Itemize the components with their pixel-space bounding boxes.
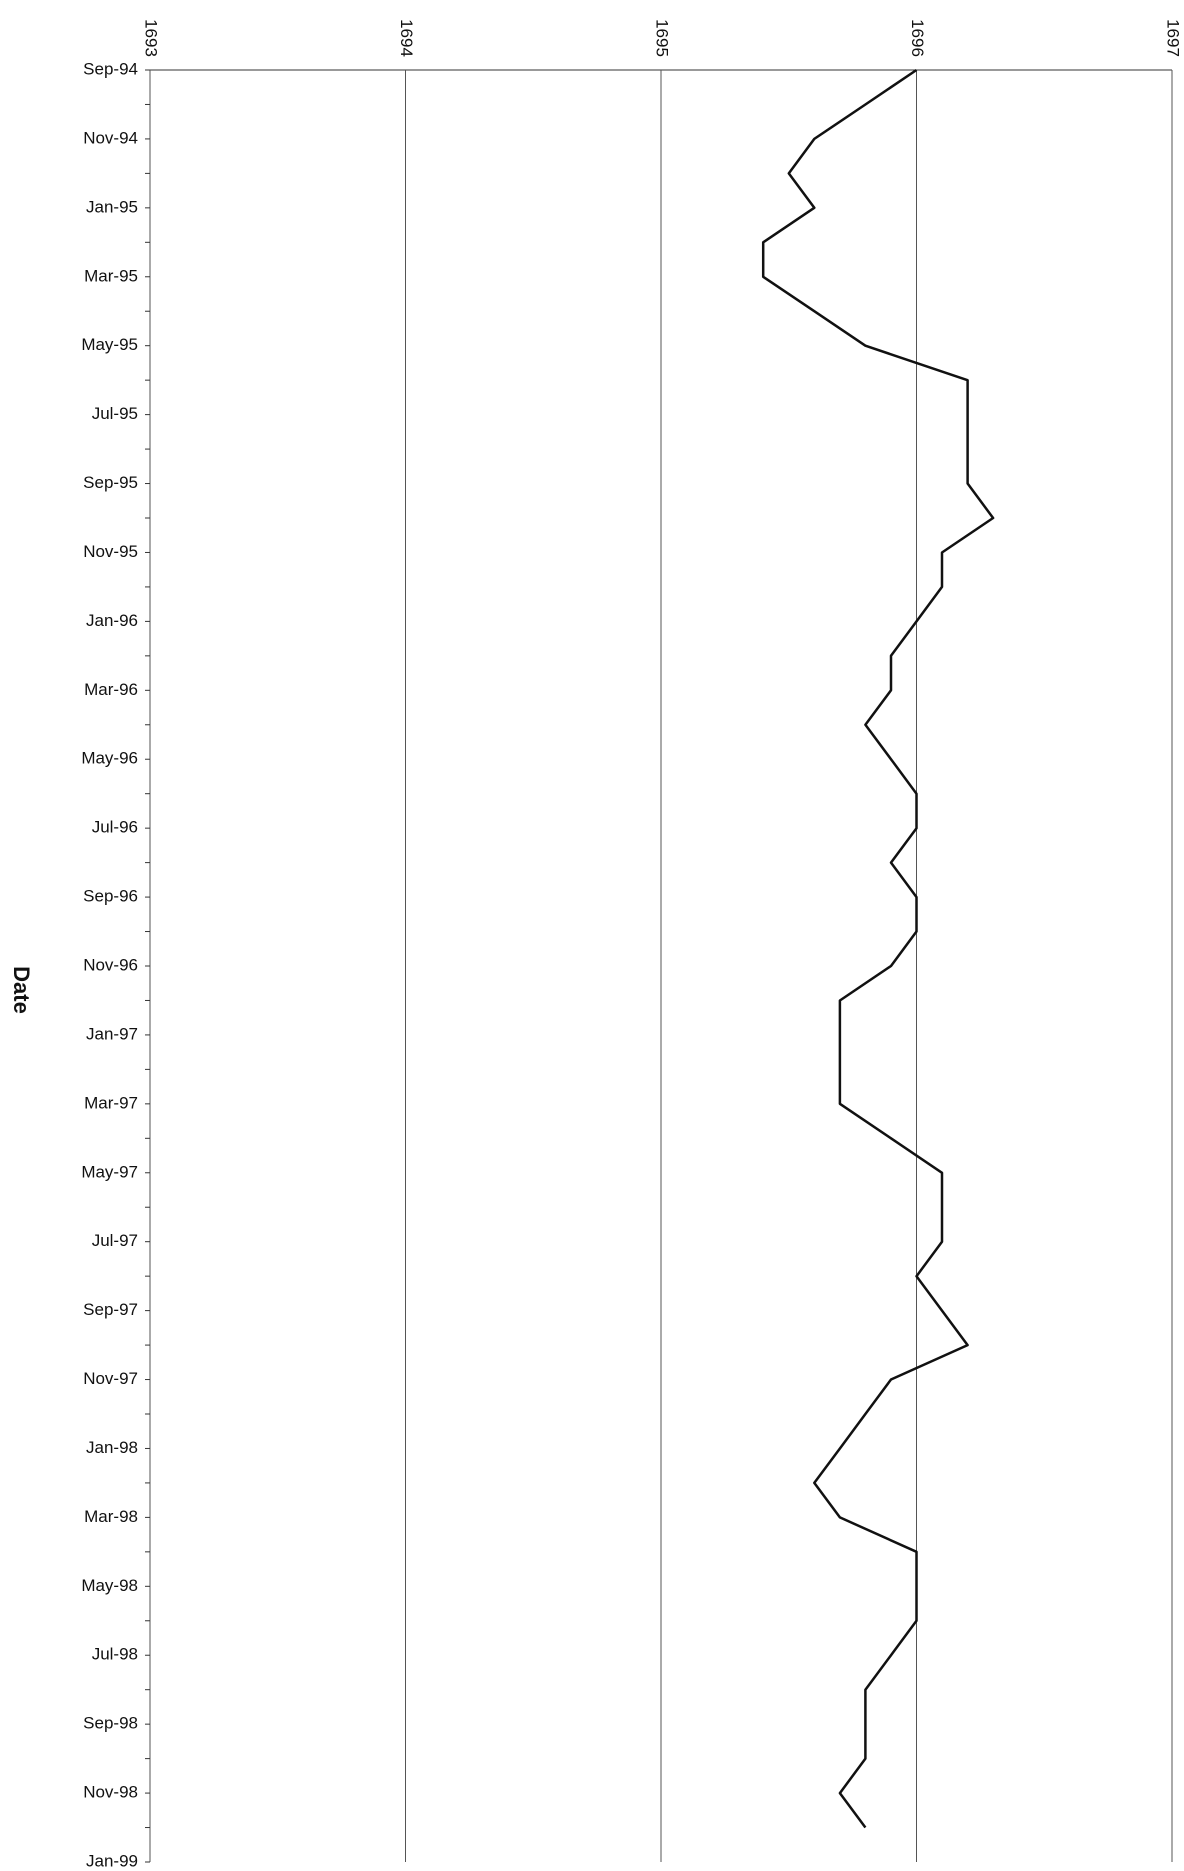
y-tick-label: Jan-96	[86, 611, 138, 630]
y-tick-label: May-97	[81, 1162, 138, 1181]
y-tick-label: Mar-98	[84, 1507, 138, 1526]
y-tick-label: May-98	[81, 1576, 138, 1595]
x-tick-label: 1694	[397, 19, 416, 57]
x-tick-label: 1697	[1164, 19, 1183, 57]
y-tick-label: Sep-98	[83, 1714, 138, 1733]
y-tick-label: Sep-95	[83, 473, 138, 492]
y-tick-label: May-95	[81, 335, 138, 354]
y-tick-label: Nov-95	[83, 542, 138, 561]
y-tick-label: Jul-97	[92, 1231, 138, 1250]
x-tick-label: 1695	[653, 19, 672, 57]
y-tick-label: Mar-96	[84, 680, 138, 699]
y-tick-label: Nov-96	[83, 955, 138, 974]
y-tick-label: Jan-98	[86, 1438, 138, 1457]
y-tick-label: Jul-95	[92, 404, 138, 423]
y-tick-label: Jan-95	[86, 197, 138, 216]
y-tick-label: Sep-96	[83, 887, 138, 906]
y-tick-label: Jul-98	[92, 1645, 138, 1664]
y-tick-label: Sep-97	[83, 1300, 138, 1319]
y-tick-label: Nov-94	[83, 128, 138, 147]
x-tick-label: 1693	[142, 19, 161, 57]
y-tick-label: Jul-96	[92, 818, 138, 837]
y-tick-label: Mar-97	[84, 1093, 138, 1112]
y-tick-label: Jan-97	[86, 1024, 138, 1043]
y-tick-label: Jan-99	[86, 1851, 138, 1870]
y-tick-label: Nov-98	[83, 1783, 138, 1802]
y-tick-label: May-96	[81, 749, 138, 768]
x-tick-label: 1696	[908, 19, 927, 57]
axis-label: Date	[9, 966, 34, 1014]
y-tick-label: Nov-97	[83, 1369, 138, 1388]
data-line	[761, 68, 995, 1829]
y-tick-label: Sep-94	[83, 59, 138, 78]
y-tick-label: Mar-95	[84, 266, 138, 285]
